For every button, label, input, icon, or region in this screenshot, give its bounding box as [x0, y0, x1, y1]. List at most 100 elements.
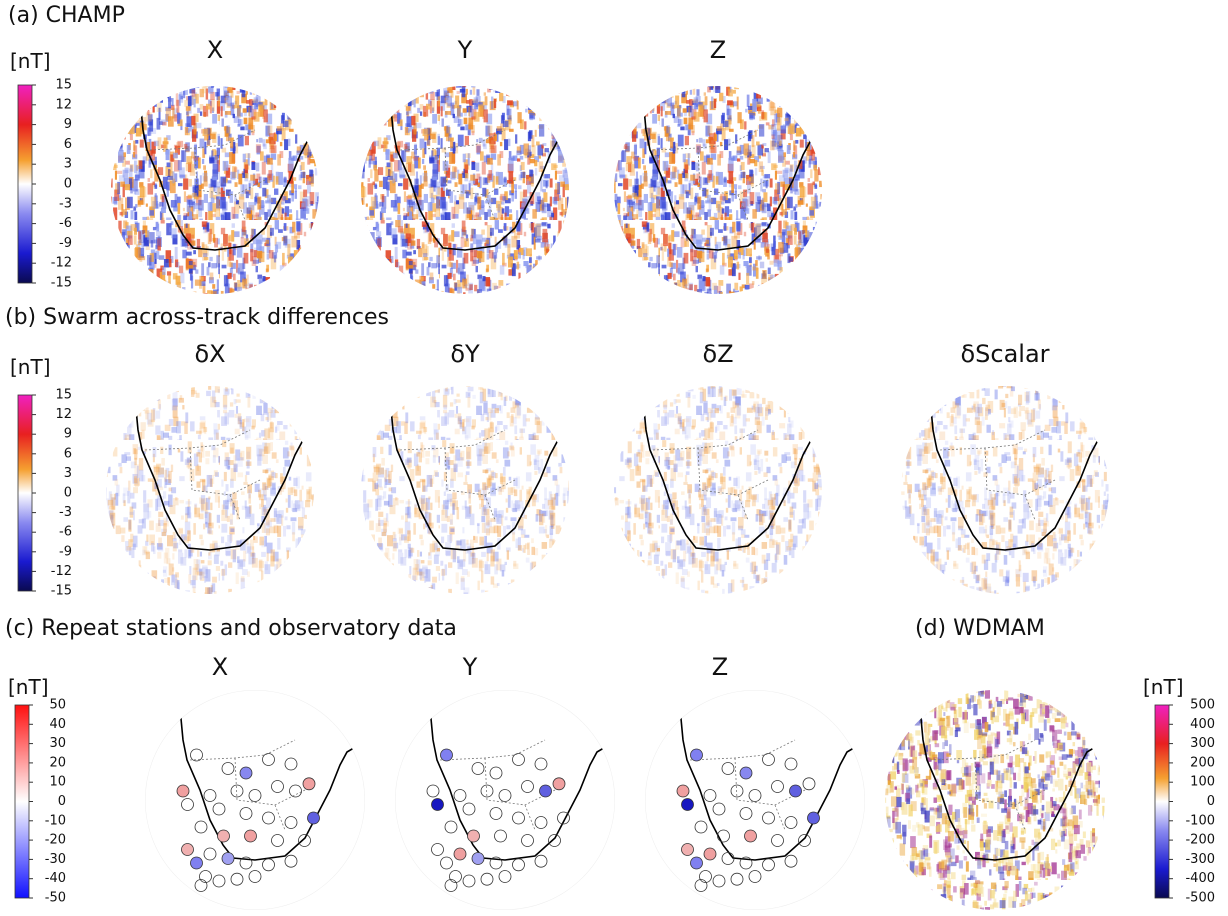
station — [248, 789, 262, 802]
station — [239, 766, 253, 780]
colorbar-tick-label: 6 — [64, 446, 72, 461]
station — [194, 820, 208, 834]
station — [431, 798, 444, 811]
map-title: Z — [712, 653, 728, 681]
station — [176, 784, 190, 798]
colorbar-tick-label: -12 — [51, 564, 72, 579]
map-title: Y — [457, 36, 473, 64]
map — [145, 690, 365, 910]
station — [284, 816, 298, 829]
station — [739, 856, 753, 870]
colorbar — [1154, 704, 1170, 899]
station — [449, 870, 462, 883]
station — [262, 811, 275, 825]
station — [548, 834, 561, 847]
colorbar-tick-label: -500 — [1185, 891, 1215, 906]
station — [498, 789, 512, 802]
station — [453, 789, 467, 802]
colorbar-tick-label: 10 — [49, 775, 66, 790]
station — [489, 766, 503, 780]
station — [721, 852, 735, 865]
unit-label: [nT] — [8, 675, 49, 699]
unit-label: [nT] — [10, 49, 51, 73]
map-outline — [395, 690, 615, 910]
map-title: X — [212, 653, 228, 681]
station — [552, 777, 566, 791]
map-title: δY — [450, 340, 480, 368]
colorbar — [17, 84, 33, 284]
station — [262, 858, 275, 872]
station — [730, 872, 744, 886]
station — [784, 757, 798, 771]
unit-label: [nT] — [10, 355, 51, 379]
station — [471, 762, 485, 775]
colorbar-tick-label: -3 — [59, 196, 72, 211]
station — [239, 856, 253, 870]
colorbar-tick-label: -300 — [1185, 852, 1215, 867]
station — [181, 843, 194, 856]
station — [681, 798, 694, 811]
station — [444, 820, 458, 834]
colorbar-tick-label: 6 — [64, 137, 72, 152]
station — [762, 753, 775, 766]
station — [194, 879, 208, 892]
station — [744, 829, 757, 843]
colorbar-tick-label: 0 — [1207, 794, 1215, 809]
station — [802, 777, 816, 791]
station — [199, 870, 212, 883]
station — [521, 780, 534, 793]
colorbar-tick-label: 500 — [1190, 698, 1215, 713]
map — [614, 386, 822, 594]
station — [681, 843, 694, 856]
colorbar-tick-label: 12 — [55, 407, 72, 422]
station — [539, 784, 552, 798]
station — [203, 847, 217, 861]
colorbar-tick-label: 300 — [1190, 736, 1215, 751]
map-title: Z — [710, 36, 726, 64]
station — [512, 811, 525, 825]
station — [230, 872, 244, 886]
station — [694, 879, 708, 892]
station — [181, 798, 194, 811]
station — [694, 820, 708, 834]
map — [885, 690, 1105, 910]
station — [712, 802, 726, 816]
colorbar-tick-label: -30 — [45, 852, 66, 867]
station — [748, 789, 762, 802]
station — [271, 780, 284, 793]
colorbar-tick-label: 400 — [1190, 717, 1215, 732]
map-title: Y — [462, 653, 478, 681]
station — [534, 757, 548, 771]
map — [645, 690, 865, 910]
station — [244, 829, 257, 843]
station — [690, 748, 703, 762]
station — [221, 852, 235, 865]
colorbar-tick-label: 3 — [64, 466, 72, 481]
colorbar-tick-label: -200 — [1185, 833, 1215, 848]
station — [480, 784, 494, 798]
station — [494, 829, 507, 843]
colorbar-tick-label: 0 — [64, 177, 72, 192]
station — [467, 829, 480, 843]
colorbar-tick-label: -15 — [51, 584, 72, 599]
station — [717, 829, 730, 843]
station — [217, 829, 230, 843]
map — [361, 386, 569, 594]
colorbar — [14, 704, 30, 899]
station — [721, 762, 735, 775]
station — [221, 762, 235, 775]
panel-label: (c) Repeat stations and observatory data — [5, 616, 457, 641]
map-outline — [645, 690, 865, 910]
colorbar-tick-label: 20 — [49, 755, 66, 770]
map-title: δZ — [702, 340, 733, 368]
station — [307, 811, 320, 825]
colorbar-tick-label: 0 — [64, 486, 72, 501]
panel-label: (b) Swarm across-track differences — [5, 305, 389, 330]
station — [212, 874, 226, 888]
map — [395, 690, 615, 910]
colorbar-tick-label: -6 — [59, 216, 72, 231]
station — [489, 807, 503, 820]
station — [784, 816, 798, 829]
station — [462, 802, 476, 816]
